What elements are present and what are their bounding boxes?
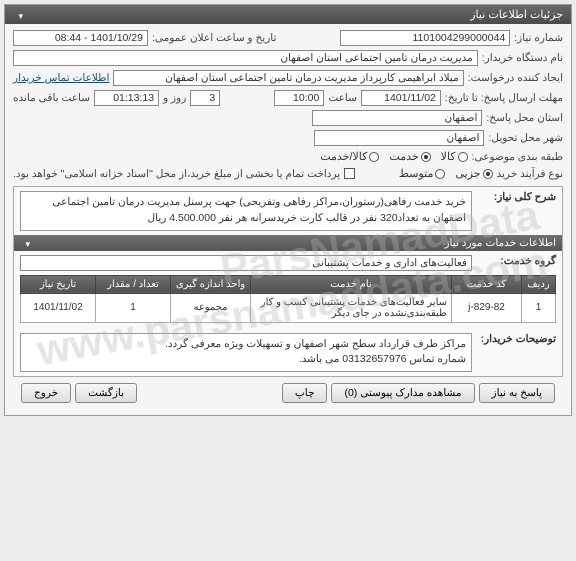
services-table: ردیف کد خدمت نام خدمت واحد اندازه گیری ت… — [20, 275, 556, 323]
group-label: گروه خدمت: — [478, 255, 556, 267]
col-idx: ردیف — [522, 275, 556, 293]
need-no-label: شماره نیاز: — [514, 32, 563, 44]
notes-line1: مراکز طرف قرارداد سطح شهر اصفهان و تسهیل… — [26, 337, 466, 353]
radio-khedmat-label: خدمت — [389, 150, 418, 163]
col-code: کد خدمت — [452, 275, 522, 293]
back-button[interactable]: بازگشت — [75, 383, 137, 403]
deadline-date: 1401/11/02 — [361, 90, 441, 106]
notes-box: مراکز طرف قرارداد سطح شهر اصفهان و تسهیل… — [20, 333, 472, 373]
announce-value: 1401/10/29 - 08:44 — [13, 30, 148, 46]
cell-date: 1401/11/02 — [21, 293, 96, 322]
creator-label: ایجاد کننده درخواست: — [468, 72, 563, 84]
table-row[interactable]: 1 829-82-j سایر فعالیت‌های خدمات پشتیبان… — [21, 293, 556, 322]
col-unit: واحد اندازه گیری — [171, 275, 251, 293]
contact-link[interactable]: اطلاعات تماس خریدار — [13, 72, 109, 84]
cell-idx: 1 — [522, 293, 556, 322]
reply-button[interactable]: پاسخ به نیاز — [479, 383, 555, 403]
buyer-label: نام دستگاه خریدار: — [482, 52, 563, 64]
radio-both-label: کالا/خدمت — [320, 150, 367, 163]
services-title: اطلاعات خدمات مورد نیاز — [444, 237, 556, 249]
cell-unit: مجموعه — [171, 293, 251, 322]
col-name: نام خدمت — [251, 275, 452, 293]
deadline-label: مهلت ارسال پاسخ: تا تاریخ: — [445, 92, 563, 104]
chevron-down-icon[interactable] — [13, 10, 23, 20]
notes-line2: شماره تماس 03132657976 می باشد. — [26, 352, 466, 368]
overall-label: شرح کلی نیاز: — [478, 191, 556, 203]
form-area: شماره نیاز: 1101004299000044 تاریخ و ساع… — [5, 24, 571, 415]
panel-header: جزئیات اطلاعات نیاز — [5, 5, 571, 24]
need-no-value: 1101004299000044 — [340, 30, 510, 46]
process-radio-group: جزیی متوسط — [399, 167, 493, 180]
payment-note: پرداخت تمام یا بخشی از مبلغ خرید،از محل … — [13, 168, 340, 180]
radio-mid-label: متوسط — [399, 167, 434, 180]
radio-both[interactable]: کالا/خدمت — [320, 150, 379, 163]
overall-text: خرید خدمت رفاهی(رستوران،مراکز رفاهی وتفر… — [20, 191, 472, 231]
process-label: نوع فرآیند خرید — [497, 168, 564, 180]
table-header-row: ردیف کد خدمت نام خدمت واحد اندازه گیری ت… — [21, 275, 556, 293]
remain-time: 01:13:13 — [94, 90, 159, 106]
cell-code: 829-82-j — [452, 293, 522, 322]
treasury-checkbox[interactable] — [344, 168, 355, 179]
detail-panel: شرح کلی نیاز: خرید خدمت رفاهی(رستوران،مر… — [13, 186, 563, 377]
attachments-button[interactable]: مشاهده مدارک پیوستی (0) — [331, 383, 474, 403]
day-label: روز و — [163, 92, 186, 104]
panel-title: جزئیات اطلاعات نیاز — [470, 8, 563, 21]
exit-button[interactable]: خروج — [21, 383, 71, 403]
radio-partial-label: جزیی — [455, 167, 480, 180]
time-label-1: ساعت — [328, 92, 357, 104]
col-qty: تعداد / مقدار — [96, 275, 171, 293]
province-value: اصفهان — [312, 110, 482, 126]
radio-khedmat[interactable]: خدمت — [389, 150, 430, 163]
radio-kala-label: کالا — [441, 150, 456, 163]
subject-radio-group: کالا خدمت کالا/خدمت — [320, 150, 467, 163]
services-section-bar: اطلاعات خدمات مورد نیاز — [14, 235, 562, 251]
col-date: تاریخ نیاز — [21, 275, 96, 293]
chevron-down-icon[interactable] — [20, 238, 30, 248]
notes-label: توضیحات خریدار: — [478, 333, 556, 345]
creator-value: میلاد ابراهیمی کارپرداز مدیریت درمان تام… — [113, 70, 463, 86]
remain-label: ساعت باقی مانده — [13, 92, 90, 104]
delivery-city-value: اصفهان — [314, 130, 484, 146]
radio-partial[interactable]: جزیی — [455, 167, 492, 180]
days-left: 3 — [190, 90, 220, 106]
subject-class-label: طبقه بندی موضوعی: — [472, 151, 563, 163]
cell-name: سایر فعالیت‌های خدمات پشتیبانی کسب و کار… — [251, 293, 452, 322]
radio-kala[interactable]: کالا — [441, 150, 468, 163]
group-value: فعالیت‌های اداری و خدمات پشتیبانی — [20, 255, 472, 271]
radio-mid[interactable]: متوسط — [399, 167, 446, 180]
province-label: استان محل پاسخ: — [486, 112, 563, 124]
main-panel: جزئیات اطلاعات نیاز شماره نیاز: 11010042… — [4, 4, 572, 416]
print-button[interactable]: چاپ — [282, 383, 328, 403]
buyer-value: مدیریت درمان تامین اجتماعی استان اصفهان — [13, 50, 478, 66]
announce-label: تاریخ و ساعت اعلان عمومی: — [152, 32, 276, 44]
delivery-city-label: شهر محل تحویل: — [488, 132, 563, 144]
deadline-time: 10:00 — [274, 90, 324, 106]
cell-qty: 1 — [96, 293, 171, 322]
footer-bar: پاسخ به نیاز مشاهده مدارک پیوستی (0) چاپ… — [13, 377, 563, 409]
